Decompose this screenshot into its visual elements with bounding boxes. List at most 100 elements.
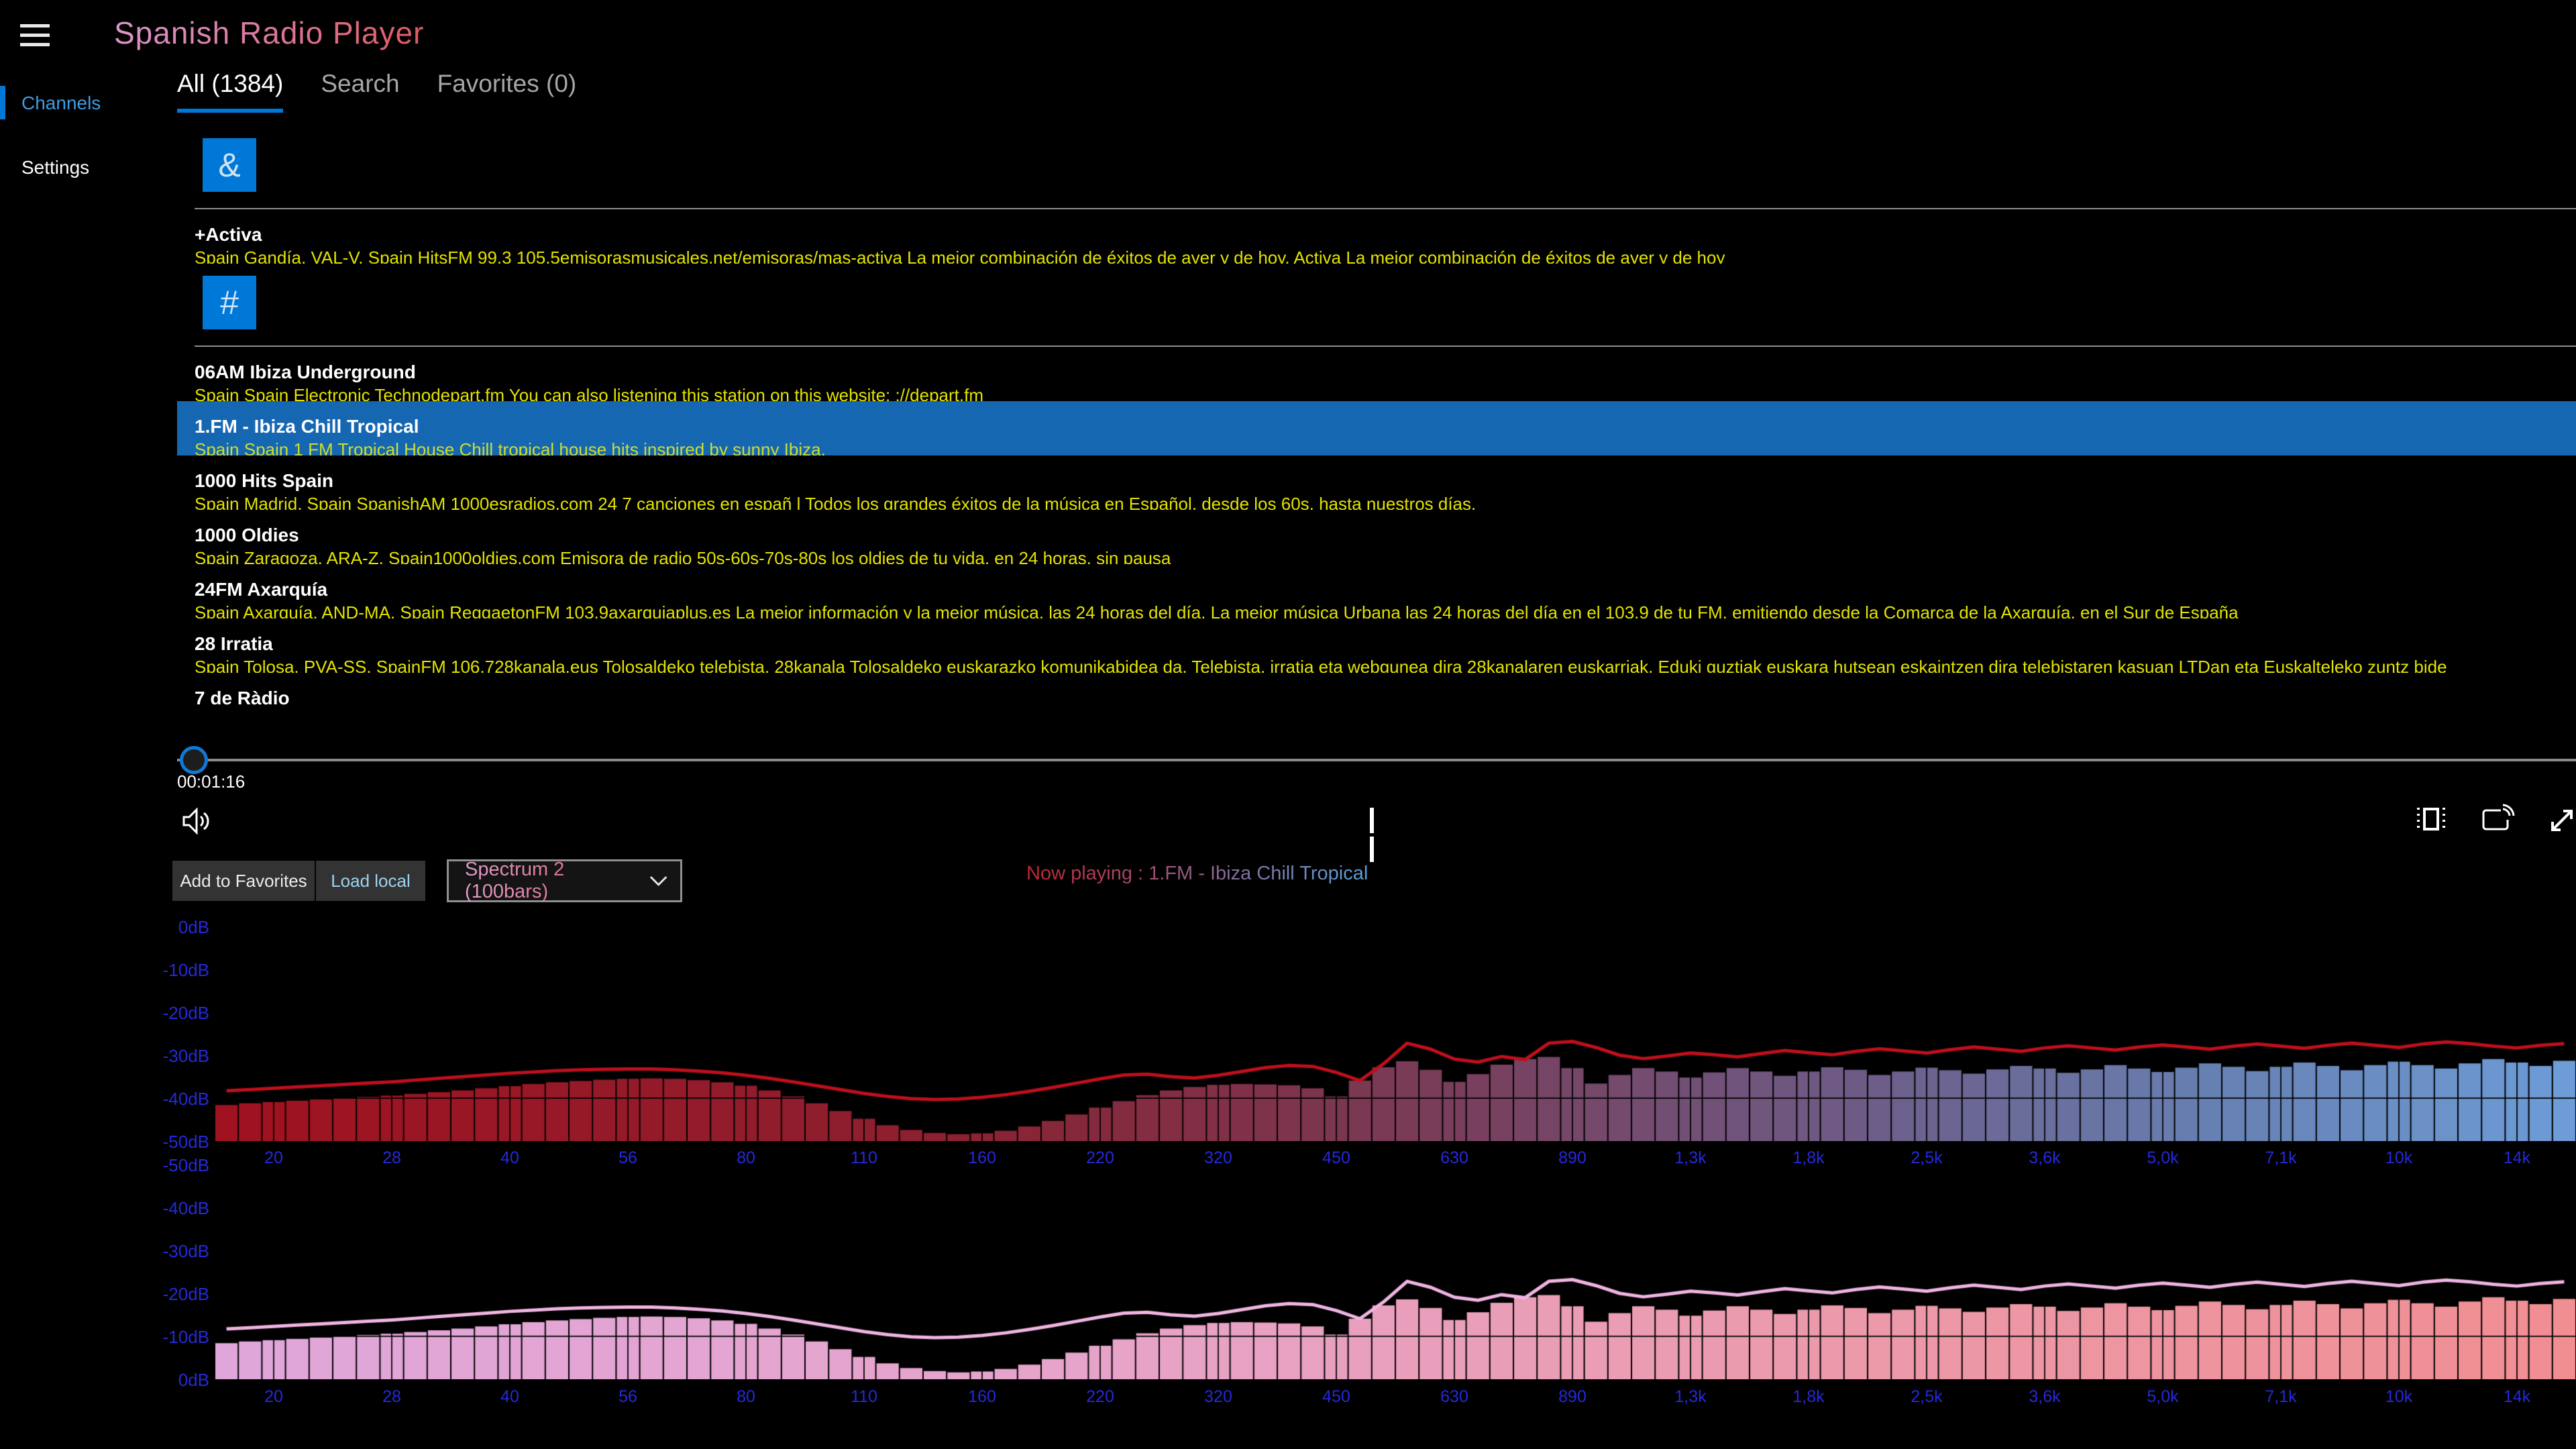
- y-axis-tick: -50dB: [162, 1132, 209, 1152]
- station-row[interactable]: 06AM Ibiza Underground Spain Spain Electr…: [177, 347, 2576, 401]
- station-description: Spain Madrid, Spain SpanishAM 1000esradi…: [195, 494, 1477, 510]
- x-axis-tick: 40: [500, 1387, 519, 1406]
- elapsed-time: 00:01:16: [177, 771, 246, 792]
- x-axis-tick: 3,6k: [2029, 1387, 2061, 1406]
- spectrum-chart-bottom: [215, 1165, 2576, 1379]
- x-axis-tick: 2,5k: [1911, 1387, 1943, 1406]
- load-local-button[interactable]: Load local: [316, 861, 425, 901]
- y-axis-tick: -40dB: [162, 1198, 209, 1218]
- station-description: Spain Axarquía, AND-MA, Spain ReggaetonF…: [195, 602, 2239, 619]
- y-axis-tick: -50dB: [162, 1155, 209, 1175]
- x-axis-tick: 630: [1440, 1148, 1468, 1167]
- station-description: Spain Zaragoza, ARA-Z, Spain1000oldies.c…: [195, 548, 1171, 564]
- station-title: 1000 Hits Spain: [195, 470, 333, 491]
- station-row[interactable]: 24FM Axarquía Spain Axarquía, AND-MA, Spa…: [177, 564, 2576, 619]
- station-title: 1.FM - Ibiza Chill Tropical: [195, 416, 419, 437]
- station-row[interactable]: 28 Irratia Spain Tolosa, PVA-SS, SpainFM …: [177, 619, 2576, 673]
- y-axis-tick: 0dB: [178, 917, 209, 937]
- visualizer-select-value: Spectrum 2 (100bars): [465, 859, 649, 903]
- x-axis-tick: 3,6k: [2029, 1148, 2061, 1167]
- x-axis-tick: 14k: [2503, 1387, 2531, 1406]
- hamburger-menu-icon[interactable]: [20, 24, 51, 50]
- tab-search[interactable]: Search: [321, 70, 400, 97]
- y-axis-tick: -30dB: [162, 1046, 209, 1066]
- x-axis-tick: 2,5k: [1911, 1148, 1943, 1167]
- x-axis-tick: 10k: [2385, 1387, 2413, 1406]
- group-divider: [195, 345, 2576, 347]
- x-axis-tick: 110: [851, 1387, 877, 1406]
- x-axis-tick: 160: [968, 1148, 996, 1167]
- station-title: 1000 Oldies: [195, 525, 299, 545]
- x-axis-tick: 160: [968, 1387, 996, 1406]
- tab-favorites-0[interactable]: Favorites (0): [437, 70, 577, 97]
- y-axis-tick: 0dB: [178, 1370, 209, 1390]
- sidebar-item-label: Settings: [21, 157, 90, 178]
- pause-icon[interactable]: [1370, 808, 1390, 862]
- station-row[interactable]: 7 de Ràdio: [177, 673, 2576, 727]
- fullscreen-icon[interactable]: [2546, 805, 2576, 839]
- x-axis-tick: 320: [1204, 1148, 1232, 1167]
- station-list[interactable]: & +Activa Spain Gandía, VAL-V, Spain HitsF…: [177, 126, 2576, 740]
- station-title: 06AM Ibiza Underground: [195, 362, 416, 382]
- x-axis-tick: 320: [1204, 1387, 1232, 1406]
- sidebar-item-settings[interactable]: Settings: [0, 149, 174, 186]
- x-axis-tick: 7,1k: [2265, 1148, 2297, 1167]
- x-axis-tick: 1,3k: [1674, 1148, 1707, 1167]
- station-description: Spain Spain Electronic Technodepart.fm Y…: [195, 385, 983, 401]
- group-header-tile[interactable]: &: [203, 138, 256, 192]
- add-to-favorites-button[interactable]: Add to Favorites: [172, 861, 315, 901]
- app-title: Spanish Radio Player: [114, 15, 425, 50]
- visualizer-select[interactable]: Spectrum 2 (100bars): [447, 859, 682, 902]
- x-axis-tick: 20: [264, 1148, 283, 1167]
- x-axis-tick: 7,1k: [2265, 1387, 2297, 1406]
- x-axis-tick: 40: [500, 1148, 519, 1167]
- sidebar-item-channels[interactable]: Channels: [0, 85, 174, 122]
- station-description: Spain Spain 1 FM Tropical House Chill tr…: [195, 439, 826, 455]
- sidebar-item-label: Channels: [21, 93, 101, 113]
- now-playing-label: Now playing : 1.FM - Ibiza Chill Tropica…: [1026, 863, 1368, 884]
- x-axis-tick: 28: [382, 1148, 401, 1167]
- seek-slider-thumb[interactable]: [180, 746, 208, 774]
- seek-slider-track[interactable]: [177, 759, 2576, 761]
- station-title: 7 de Ràdio: [195, 688, 290, 708]
- station-description: Spain Gandía, VAL-V, Spain HitsFM 99.3 1…: [195, 248, 1725, 264]
- x-axis-tick: 28: [382, 1387, 401, 1406]
- y-axis-tick: -20dB: [162, 1284, 209, 1304]
- x-axis-tick: 20: [264, 1387, 283, 1406]
- group-header-tile[interactable]: #: [203, 276, 256, 329]
- y-axis-tick: -10dB: [162, 960, 209, 980]
- volume-icon[interactable]: [180, 804, 215, 842]
- station-title: +Activa: [195, 224, 262, 245]
- station-row[interactable]: +Activa Spain Gandía, VAL-V, Spain HitsFM…: [177, 209, 2576, 264]
- station-row[interactable]: 1000 Oldies Spain Zaragoza, ARA-Z, Spain1…: [177, 510, 2576, 564]
- x-axis-tick: 1,8k: [1792, 1148, 1825, 1167]
- station-row-selected[interactable]: 1.FM - Ibiza Chill Tropical Spain Spain 1…: [177, 401, 2576, 455]
- x-axis-tick: 1,3k: [1674, 1387, 1707, 1406]
- x-axis-tick: 110: [851, 1148, 877, 1167]
- x-axis-tick: 5,0k: [2147, 1148, 2179, 1167]
- x-axis-tick: 1,8k: [1792, 1387, 1825, 1406]
- x-axis-tick: 56: [619, 1387, 637, 1406]
- x-axis-tick: 5,0k: [2147, 1387, 2179, 1406]
- y-axis-tick: -30dB: [162, 1241, 209, 1261]
- station-title: 28 Irratia: [195, 633, 273, 654]
- cast-icon[interactable]: [2481, 804, 2516, 839]
- station-row[interactable]: 1000 Hits Spain Spain Madrid, Spain Spani…: [177, 455, 2576, 510]
- x-axis-tick: 220: [1086, 1148, 1114, 1167]
- station-description: Spain Tolosa, PVA-SS, SpainFM 106.728kan…: [195, 657, 2447, 673]
- spectrum-chart-top: [215, 926, 2576, 1141]
- x-axis-tick: 56: [619, 1148, 637, 1167]
- y-axis-tick: -20dB: [162, 1003, 209, 1023]
- x-axis-tick: 80: [737, 1148, 755, 1167]
- chevron-down-icon: [649, 876, 667, 886]
- x-axis-tick: 890: [1558, 1148, 1587, 1167]
- station-title: 24FM Axarquía: [195, 579, 328, 600]
- y-axis-tick: -10dB: [162, 1327, 209, 1347]
- x-axis-tick: 450: [1322, 1148, 1350, 1167]
- x-axis-tick: 80: [737, 1387, 755, 1406]
- x-axis-tick: 14k: [2503, 1148, 2531, 1167]
- tab-bar: All (1384) Search Favorites (0): [177, 70, 614, 113]
- compact-overlay-icon[interactable]: [2414, 805, 2449, 838]
- tab-all-1384[interactable]: All (1384): [177, 70, 284, 113]
- active-indicator: [0, 150, 5, 184]
